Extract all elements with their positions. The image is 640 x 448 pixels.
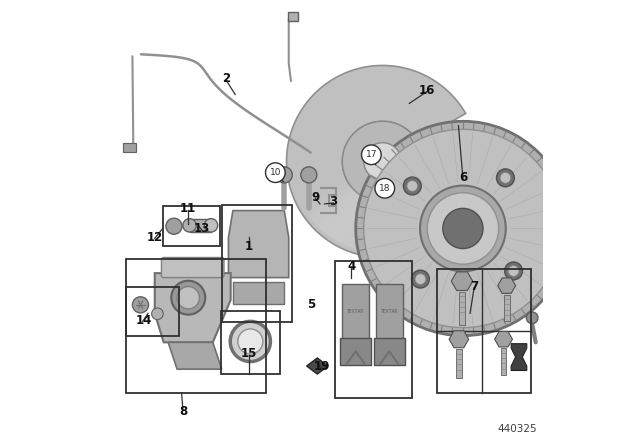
Circle shape: [172, 281, 205, 314]
Polygon shape: [233, 282, 284, 304]
Wedge shape: [327, 194, 360, 236]
Text: 11: 11: [180, 202, 196, 215]
Text: 16: 16: [419, 83, 435, 96]
Text: 3: 3: [330, 195, 337, 208]
Wedge shape: [307, 184, 350, 215]
Wedge shape: [341, 197, 365, 245]
Circle shape: [407, 181, 418, 191]
Polygon shape: [374, 338, 405, 365]
Polygon shape: [449, 331, 468, 348]
Wedge shape: [335, 196, 363, 241]
Text: 10: 10: [269, 168, 281, 177]
Polygon shape: [228, 211, 289, 278]
Circle shape: [420, 185, 506, 271]
Circle shape: [364, 143, 401, 180]
Circle shape: [500, 172, 511, 183]
Polygon shape: [500, 348, 506, 375]
Circle shape: [443, 208, 483, 249]
Text: 15: 15: [241, 347, 257, 360]
Wedge shape: [330, 194, 360, 238]
Circle shape: [412, 270, 429, 288]
Circle shape: [342, 121, 423, 202]
Circle shape: [504, 262, 522, 280]
Text: 1: 1: [244, 240, 253, 253]
Wedge shape: [360, 200, 374, 251]
Circle shape: [362, 145, 381, 164]
Wedge shape: [310, 186, 352, 221]
Circle shape: [403, 177, 421, 195]
Circle shape: [166, 218, 182, 234]
Wedge shape: [338, 197, 364, 243]
Circle shape: [230, 321, 271, 362]
Wedge shape: [344, 198, 367, 246]
Wedge shape: [324, 193, 358, 234]
Polygon shape: [168, 342, 221, 369]
Wedge shape: [356, 200, 372, 250]
Text: 6: 6: [459, 171, 467, 184]
Circle shape: [356, 121, 570, 336]
Circle shape: [276, 167, 292, 183]
Wedge shape: [322, 192, 357, 233]
Text: 18: 18: [379, 184, 390, 193]
Text: 440325: 440325: [497, 424, 536, 434]
Polygon shape: [342, 284, 369, 342]
Circle shape: [177, 287, 200, 309]
Text: 14: 14: [136, 314, 152, 327]
Polygon shape: [456, 349, 462, 378]
Polygon shape: [123, 143, 136, 152]
Polygon shape: [307, 358, 328, 374]
Polygon shape: [504, 295, 509, 321]
Polygon shape: [155, 273, 230, 342]
Polygon shape: [340, 338, 371, 365]
Polygon shape: [459, 292, 465, 325]
Polygon shape: [495, 332, 513, 347]
Text: 13: 13: [193, 222, 210, 235]
Polygon shape: [189, 219, 211, 232]
Polygon shape: [451, 272, 473, 290]
Circle shape: [266, 163, 285, 182]
Wedge shape: [363, 201, 375, 251]
Text: 2: 2: [222, 72, 230, 86]
Text: 17: 17: [365, 150, 377, 159]
FancyBboxPatch shape: [161, 258, 224, 278]
Circle shape: [526, 312, 538, 323]
Text: 9: 9: [312, 191, 319, 204]
Text: 5: 5: [307, 298, 315, 311]
Circle shape: [301, 167, 317, 183]
Wedge shape: [366, 201, 377, 252]
Circle shape: [497, 169, 515, 187]
Circle shape: [183, 219, 196, 232]
Wedge shape: [350, 199, 370, 248]
Text: 12: 12: [147, 231, 163, 244]
Wedge shape: [317, 190, 355, 228]
Text: 4: 4: [347, 260, 355, 273]
Wedge shape: [333, 195, 362, 240]
Circle shape: [508, 266, 519, 276]
Wedge shape: [313, 188, 353, 223]
Wedge shape: [353, 199, 371, 249]
Circle shape: [415, 274, 426, 284]
Polygon shape: [288, 12, 298, 21]
Circle shape: [238, 329, 263, 354]
Circle shape: [152, 308, 163, 319]
Circle shape: [364, 129, 562, 327]
Wedge shape: [315, 189, 354, 226]
Circle shape: [375, 178, 395, 198]
Text: TEXTAR: TEXTAR: [381, 309, 398, 314]
Text: TEXTAR: TEXTAR: [347, 309, 364, 314]
Circle shape: [132, 297, 148, 313]
Wedge shape: [347, 198, 369, 247]
Polygon shape: [287, 65, 466, 258]
Text: 8: 8: [180, 405, 188, 418]
Text: 7: 7: [470, 280, 478, 293]
Polygon shape: [498, 278, 516, 293]
Wedge shape: [319, 191, 356, 230]
Wedge shape: [308, 185, 351, 218]
Circle shape: [204, 219, 218, 232]
Text: 19: 19: [314, 360, 330, 374]
Circle shape: [427, 193, 499, 264]
Polygon shape: [376, 284, 403, 342]
Polygon shape: [511, 344, 527, 370]
